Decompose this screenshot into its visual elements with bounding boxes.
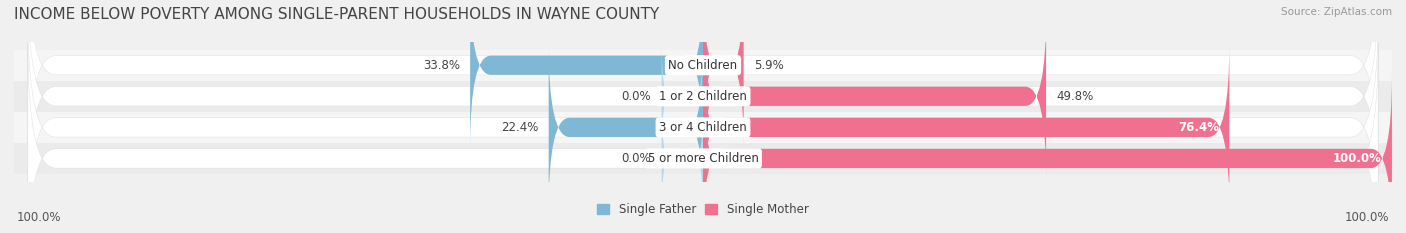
Text: 5.9%: 5.9% <box>754 59 783 72</box>
FancyBboxPatch shape <box>703 13 1046 180</box>
Text: 3 or 4 Children: 3 or 4 Children <box>659 121 747 134</box>
Text: INCOME BELOW POVERTY AMONG SINGLE-PARENT HOUSEHOLDS IN WAYNE COUNTY: INCOME BELOW POVERTY AMONG SINGLE-PARENT… <box>14 7 659 22</box>
Bar <box>14 112 1392 143</box>
FancyBboxPatch shape <box>28 0 1378 180</box>
Bar <box>14 50 1392 81</box>
FancyBboxPatch shape <box>662 44 703 149</box>
FancyBboxPatch shape <box>28 13 1378 233</box>
Text: 1 or 2 Children: 1 or 2 Children <box>659 90 747 103</box>
Legend: Single Father, Single Mother: Single Father, Single Mother <box>593 198 813 221</box>
Text: 100.0%: 100.0% <box>1333 152 1382 165</box>
Text: 0.0%: 0.0% <box>621 152 651 165</box>
FancyBboxPatch shape <box>28 44 1378 233</box>
Bar <box>14 81 1392 112</box>
Text: 5 or more Children: 5 or more Children <box>648 152 758 165</box>
FancyBboxPatch shape <box>548 44 703 211</box>
FancyBboxPatch shape <box>470 0 703 149</box>
FancyBboxPatch shape <box>703 75 1392 233</box>
Text: No Children: No Children <box>668 59 738 72</box>
Text: 100.0%: 100.0% <box>1344 211 1389 224</box>
FancyBboxPatch shape <box>703 0 744 149</box>
Text: 33.8%: 33.8% <box>423 59 460 72</box>
Text: Source: ZipAtlas.com: Source: ZipAtlas.com <box>1281 7 1392 17</box>
FancyBboxPatch shape <box>662 106 703 211</box>
FancyBboxPatch shape <box>703 44 1229 211</box>
FancyBboxPatch shape <box>28 0 1378 211</box>
Text: 100.0%: 100.0% <box>17 211 62 224</box>
Text: 76.4%: 76.4% <box>1178 121 1219 134</box>
Bar <box>14 143 1392 174</box>
Text: 0.0%: 0.0% <box>621 90 651 103</box>
Text: 22.4%: 22.4% <box>501 121 538 134</box>
Text: 49.8%: 49.8% <box>1056 90 1094 103</box>
